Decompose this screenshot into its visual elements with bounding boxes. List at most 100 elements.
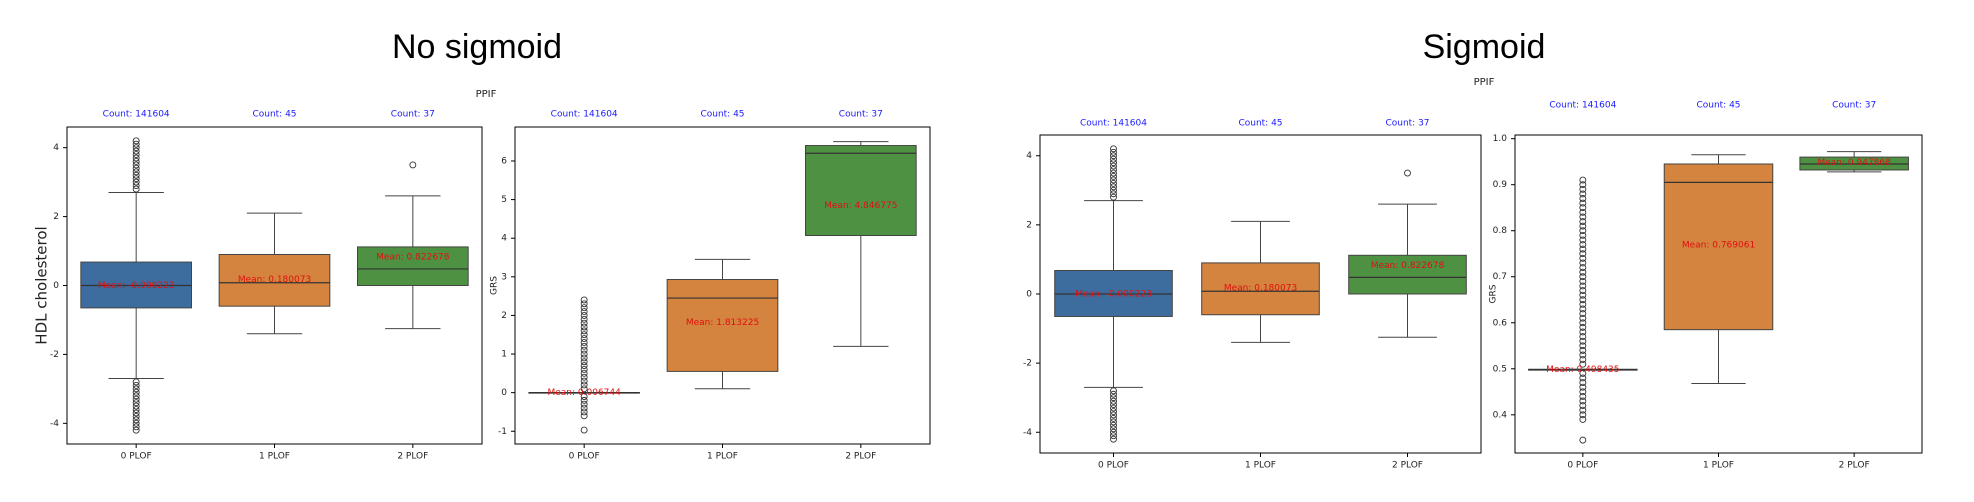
outlier [580,342,588,350]
y-tick-label: -1 [498,427,507,437]
outlier [1579,296,1587,304]
outlier [132,178,140,186]
outlier [1110,418,1117,426]
y-tick-label: 2 [1026,220,1032,230]
outlier [1579,436,1587,444]
outlier [1579,185,1587,193]
figure-subtitle: PPIF [1474,77,1495,88]
outlier [580,304,588,312]
y-tick-label: 2 [501,311,507,321]
outlier [132,423,140,431]
y-tick-label: 4 [501,234,507,244]
y-tick-label: 6 [501,156,507,166]
outlier [132,151,140,159]
outlier [409,161,417,169]
outlier [1579,291,1587,299]
outlier [132,406,140,413]
outlier [1110,193,1117,201]
outlier [1110,404,1117,412]
outlier [132,381,140,389]
outlier [1579,222,1587,230]
outlier [1110,425,1117,433]
y-tick-label: 0 [53,281,59,291]
x-tick-label: 1 PLOF [1245,461,1276,471]
outlier [132,385,140,393]
outlier [132,402,140,410]
x-tick-label: 1 PLOF [1703,461,1734,471]
outlier [1110,155,1117,163]
outlier [1579,369,1587,377]
x-tick-label: 1 PLOF [707,452,738,462]
outlier [1110,186,1117,194]
axes-frame [514,126,931,445]
outlier [1110,387,1117,395]
outlier [132,388,140,396]
outlier [132,158,140,165]
outlier [132,168,140,176]
outlier [1110,428,1117,436]
outlier [1579,282,1587,290]
outlier [1579,397,1587,405]
outlier [1579,411,1587,419]
outlier [1579,392,1587,400]
y-tick-label: -2 [1023,359,1032,369]
box [1348,254,1467,295]
mean-label: Mean: 0.006744 [547,388,621,398]
y-tick-label: 4 [53,143,59,153]
axes-frame [1039,134,1482,454]
outlier [1110,148,1117,156]
outlier [132,399,140,407]
outlier [1579,204,1587,212]
count-label: Count: 141604 [1549,101,1616,111]
outlier [580,393,588,400]
outlier [1579,176,1587,184]
outlier [132,161,140,169]
outlier [1110,152,1117,160]
outlier [1579,268,1587,276]
outlier [580,327,588,335]
outlier [132,154,140,162]
outlier [580,335,588,343]
y-tick-label: -4 [50,419,59,429]
y-tick-label: 0.8 [1493,226,1508,236]
outlier [1579,208,1587,216]
outlier [1579,195,1587,202]
count-label: Count: 37 [1385,119,1429,129]
outlier [580,426,588,434]
outlier [580,377,588,385]
mean-label: Mean: 0.822678 [1371,261,1445,271]
count-label: Count: 141604 [551,110,618,120]
outlier [132,144,140,152]
outlier [580,404,588,412]
outlier [580,366,588,373]
outlier [1110,394,1117,402]
y-tick-label: -2 [50,350,59,360]
outlier [580,385,588,393]
outlier [1579,337,1587,345]
outlier [1579,415,1587,423]
box [805,145,917,236]
axes-frame [1514,134,1923,454]
x-tick-label: 0 PLOF [569,452,600,462]
count-label: Count: 45 [1238,119,1282,129]
count-label: Count: 37 [1832,101,1876,111]
outlier [1579,259,1587,267]
x-tick-label: 2 PLOF [397,452,428,462]
outlier [1579,323,1587,331]
outlier [1110,414,1117,422]
mean-label: Mean: 0.769061 [1682,240,1755,250]
box [357,246,469,286]
outlier [580,315,588,323]
mean-label: Mean: 0.498435 [1546,365,1619,375]
outlier [1579,264,1587,271]
x-tick-label: 0 PLOF [1098,461,1129,471]
outlier [580,323,588,331]
outlier [1110,166,1117,174]
count-label: Count: 45 [700,110,744,120]
outlier [132,137,140,145]
y-tick-label: 1 [501,350,507,360]
x-tick-label: 2 PLOF [1392,461,1423,471]
outlier [132,392,140,400]
outlier [132,395,140,403]
